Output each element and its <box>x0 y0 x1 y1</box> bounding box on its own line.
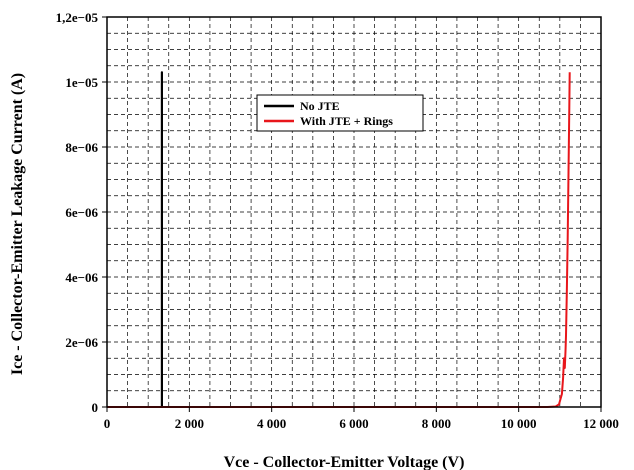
grid <box>107 17 601 407</box>
y-tick-label: 1,2e−05 <box>56 10 99 25</box>
axis-ticks: 0 2 000 4 000 6 000 8 000 10 000 12 000 0 2e−06 4… <box>56 10 619 431</box>
x-tick-label: 6 000 <box>339 416 368 431</box>
x-tick-label: 12 000 <box>583 416 619 431</box>
x-tick-label: 2 000 <box>175 416 204 431</box>
x-axis-label: Vce - Collector-Emitter Voltage (V) <box>224 454 465 470</box>
x-tick-label: 10 000 <box>501 416 537 431</box>
y-tick-label: 4e−06 <box>65 270 98 285</box>
y-tick-label: 8e−06 <box>65 140 98 155</box>
y-tick-label: 2e−06 <box>65 335 98 350</box>
legend-label: No JTE <box>300 99 340 113</box>
y-tick-label: 0 <box>92 400 99 415</box>
legend-box <box>256 94 424 132</box>
x-tick-label: 4 000 <box>257 416 286 431</box>
series-line-no-jte <box>107 71 163 408</box>
y-tick-label: 1e−05 <box>65 75 98 90</box>
y-axis-label: Ice - Collector-Emitter Leakage Current … <box>9 73 26 375</box>
x-tick-label: 8 000 <box>422 416 451 431</box>
legend-label: With JTE + Rings <box>300 114 393 128</box>
x-tick-label: 0 <box>104 416 111 431</box>
y-tick-label: 6e−06 <box>65 205 98 220</box>
